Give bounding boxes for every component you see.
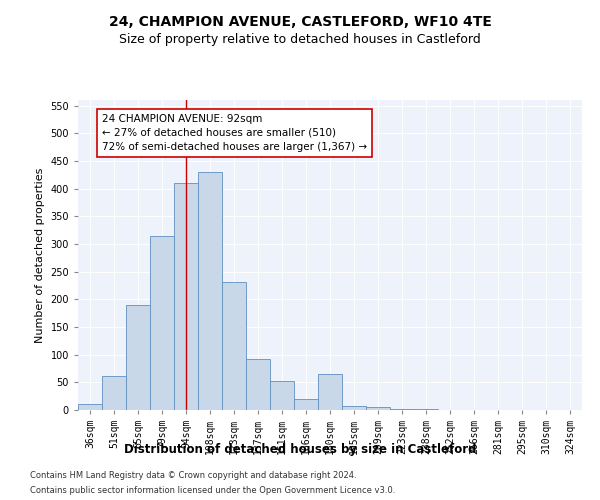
Bar — [342, 406, 366, 410]
Bar — [174, 183, 198, 410]
Bar — [126, 305, 150, 410]
Text: 24 CHAMPION AVENUE: 92sqm
← 27% of detached houses are smaller (510)
72% of semi: 24 CHAMPION AVENUE: 92sqm ← 27% of detac… — [102, 114, 367, 152]
Text: Distribution of detached houses by size in Castleford: Distribution of detached houses by size … — [124, 442, 476, 456]
Bar — [246, 359, 270, 410]
Text: Contains HM Land Registry data © Crown copyright and database right 2024.: Contains HM Land Registry data © Crown c… — [30, 471, 356, 480]
Bar — [366, 407, 390, 410]
Bar — [102, 376, 126, 410]
Bar — [270, 380, 294, 410]
Bar — [150, 236, 174, 410]
Bar — [318, 374, 342, 410]
Bar — [390, 409, 414, 410]
Bar — [78, 404, 102, 410]
Text: Size of property relative to detached houses in Castleford: Size of property relative to detached ho… — [119, 32, 481, 46]
Text: Contains public sector information licensed under the Open Government Licence v3: Contains public sector information licen… — [30, 486, 395, 495]
Bar — [198, 172, 222, 410]
Bar — [294, 399, 318, 410]
Bar — [222, 282, 246, 410]
Y-axis label: Number of detached properties: Number of detached properties — [35, 168, 45, 342]
Text: 24, CHAMPION AVENUE, CASTLEFORD, WF10 4TE: 24, CHAMPION AVENUE, CASTLEFORD, WF10 4T… — [109, 15, 491, 29]
